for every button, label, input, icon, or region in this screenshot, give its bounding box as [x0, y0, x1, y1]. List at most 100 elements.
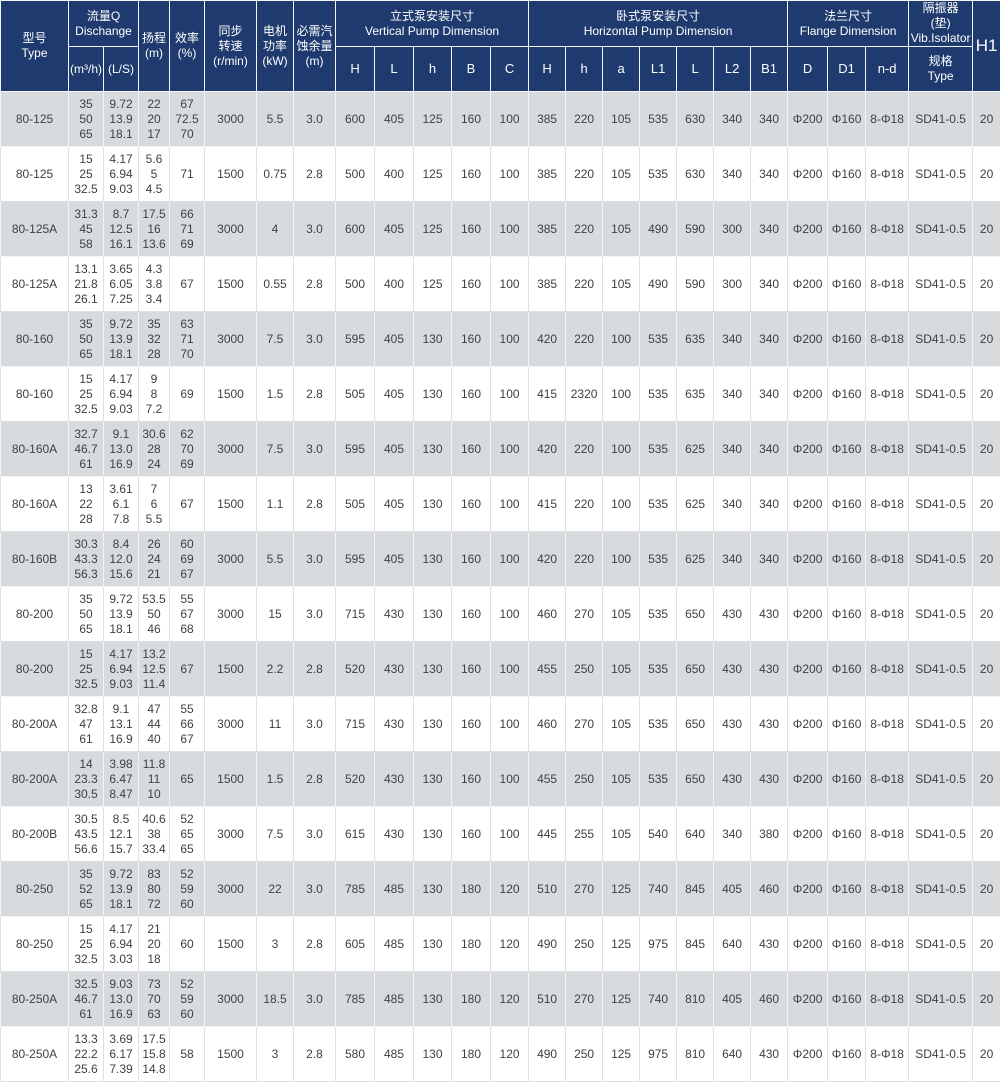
- cell-flange-nd: 8-Φ18: [866, 477, 909, 532]
- cell-vertical-H: 605: [336, 917, 375, 972]
- cell-flange-nd: 8-Φ18: [866, 532, 909, 587]
- cell-vertical-C: 100: [491, 807, 529, 862]
- cell-h1: 20: [973, 1027, 1000, 1082]
- cell-motor-power: 18.5: [257, 972, 294, 1027]
- cell-vertical-L: 405: [375, 92, 414, 147]
- cell-horizontal-L1: 535: [640, 92, 677, 147]
- cell-h1: 20: [973, 972, 1000, 1027]
- cell-speed: 3000: [205, 202, 257, 257]
- cell-vertical-L: 400: [375, 147, 414, 202]
- cell-horizontal-h: 220: [566, 477, 603, 532]
- cell-vertical-B: 160: [452, 367, 491, 422]
- cell-isolator: SD41-0.5: [909, 917, 973, 972]
- cell-efficiency: 67: [170, 642, 205, 697]
- cell-horizontal-L2: 340: [714, 422, 751, 477]
- cell-horizontal-h: 250: [566, 642, 603, 697]
- cell-discharge-m3h: 30.3 43.3 56.3: [69, 532, 104, 587]
- cell-vertical-C: 100: [491, 147, 529, 202]
- cell-horizontal-h: 270: [566, 862, 603, 917]
- cell-horizontal-B1: 340: [751, 202, 788, 257]
- cell-flange-nd: 8-Φ18: [866, 202, 909, 257]
- cell-discharge-ls: 9.72 13.9 18.1: [104, 312, 139, 367]
- cell-head: 7 6 5.5: [139, 477, 170, 532]
- cell-vertical-B: 160: [452, 642, 491, 697]
- cell-isolator: SD41-0.5: [909, 257, 973, 312]
- cell-flange-D: Φ200: [788, 202, 828, 257]
- cell-vertical-H: 505: [336, 477, 375, 532]
- cell-efficiency: 55 67 68: [170, 587, 205, 642]
- cell-flange-D1: Φ160: [828, 697, 866, 752]
- cell-flange-nd: 8-Φ18: [866, 1027, 909, 1082]
- cell-isolator: SD41-0.5: [909, 1027, 973, 1082]
- cell-efficiency: 52 59 60: [170, 862, 205, 917]
- cell-vertical-C: 100: [491, 92, 529, 147]
- cell-horizontal-H: 455: [529, 752, 566, 807]
- cell-horizontal-B1: 430: [751, 587, 788, 642]
- header-horizontal-a: a: [603, 47, 640, 92]
- cell-vertical-h: 130: [414, 587, 452, 642]
- cell-h1: 20: [973, 642, 1000, 697]
- cell-efficiency: 60: [170, 917, 205, 972]
- cell-discharge-ls: 8.4 12.0 15.6: [104, 532, 139, 587]
- cell-flange-D: Φ200: [788, 697, 828, 752]
- cell-horizontal-h: 220: [566, 312, 603, 367]
- cell-speed: 3000: [205, 532, 257, 587]
- cell-vertical-H: 785: [336, 972, 375, 1027]
- cell-horizontal-a: 105: [603, 202, 640, 257]
- cell-discharge-ls: 3.61 6.1 7.8: [104, 477, 139, 532]
- cell-horizontal-H: 415: [529, 477, 566, 532]
- cell-horizontal-B1: 430: [751, 642, 788, 697]
- cell-flange-nd: 8-Φ18: [866, 917, 909, 972]
- header-flange-D: D: [788, 47, 828, 92]
- cell-horizontal-L1: 535: [640, 367, 677, 422]
- cell-horizontal-a: 100: [603, 367, 640, 422]
- cell-horizontal-L: 590: [677, 257, 714, 312]
- cell-flange-D1: Φ160: [828, 972, 866, 1027]
- cell-type: 80-200A: [1, 697, 69, 752]
- cell-horizontal-B1: 430: [751, 1027, 788, 1082]
- cell-type: 80-200B: [1, 807, 69, 862]
- cell-vertical-h: 130: [414, 367, 452, 422]
- cell-type: 80-160A: [1, 422, 69, 477]
- cell-isolator: SD41-0.5: [909, 312, 973, 367]
- cell-h1: 20: [973, 862, 1000, 917]
- header-horizontal-h: h: [566, 47, 603, 92]
- cell-horizontal-H: 385: [529, 202, 566, 257]
- cell-vertical-L: 430: [375, 642, 414, 697]
- cell-efficiency: 67 72.5 70: [170, 92, 205, 147]
- header-type: 型号 Type: [1, 1, 69, 92]
- cell-head: 40.6 38 33.4: [139, 807, 170, 862]
- cell-horizontal-L2: 640: [714, 917, 751, 972]
- cell-discharge-ls: 8.5 12.1 15.7: [104, 807, 139, 862]
- cell-efficiency: 69: [170, 367, 205, 422]
- header-h1: H1: [973, 1, 1000, 92]
- cell-discharge-ls: 8.7 12.5 16.1: [104, 202, 139, 257]
- cell-discharge-ls: 3.65 6.05 7.25: [104, 257, 139, 312]
- cell-discharge-ls: 4.17 6.94 9.03: [104, 642, 139, 697]
- cell-horizontal-L2: 405: [714, 972, 751, 1027]
- cell-flange-D: Φ200: [788, 862, 828, 917]
- cell-horizontal-h: 220: [566, 532, 603, 587]
- header-npsh: 必需汽 蚀余量 (m): [294, 1, 336, 92]
- header-horizontal-H: H: [529, 47, 566, 92]
- cell-isolator: SD41-0.5: [909, 367, 973, 422]
- cell-efficiency: 60 69 67: [170, 532, 205, 587]
- cell-horizontal-H: 510: [529, 972, 566, 1027]
- cell-type: 80-125A: [1, 257, 69, 312]
- cell-flange-D1: Φ160: [828, 642, 866, 697]
- cell-efficiency: 52 65 65: [170, 807, 205, 862]
- cell-speed: 3000: [205, 697, 257, 752]
- cell-efficiency: 63 71 70: [170, 312, 205, 367]
- cell-horizontal-h: 250: [566, 917, 603, 972]
- cell-isolator: SD41-0.5: [909, 477, 973, 532]
- cell-vertical-L: 430: [375, 587, 414, 642]
- cell-vertical-L: 405: [375, 312, 414, 367]
- header-speed: 同步 转速 (r/min): [205, 1, 257, 92]
- cell-motor-power: 7.5: [257, 312, 294, 367]
- cell-head: 73 70 63: [139, 972, 170, 1027]
- cell-motor-power: 7.5: [257, 422, 294, 477]
- cell-type: 80-160: [1, 312, 69, 367]
